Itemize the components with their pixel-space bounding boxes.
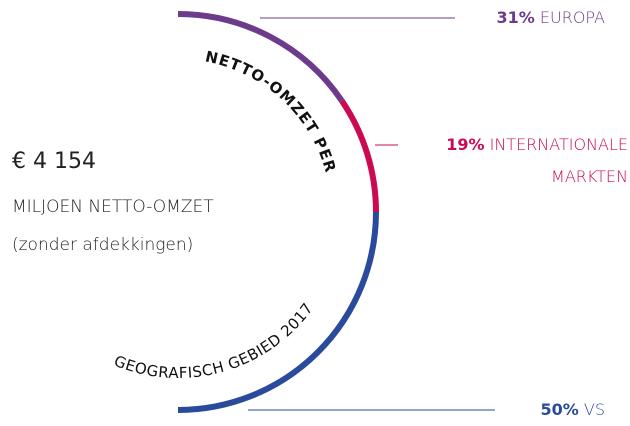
segment (177, 211, 379, 413)
segment-label: 19% INTERNATIONALE MARKTEN (393, 129, 628, 193)
value-label: 19% (446, 135, 485, 154)
total-value: € 4 154 (12, 149, 96, 174)
chart-title-path: NETTO-OMZET PER (204, 48, 339, 176)
segment (177, 11, 345, 103)
total-note: (zonder afdekkingen) (12, 235, 193, 255)
category-label: EUROPA (539, 8, 605, 27)
segment (339, 99, 379, 213)
value-label: 31% (496, 8, 535, 27)
segment-label: 31% EUROPA (497, 2, 606, 34)
value-label: 50% (540, 400, 579, 419)
chart-title: NETTO-OMZET PER (204, 48, 340, 176)
segment-label: 50% VS (541, 394, 606, 426)
total-caption: MILJOEN NETTO-OMZET (12, 197, 214, 217)
chart-subtitle: GEOGRAFISCH GEBIED 2017 (112, 299, 317, 382)
category-label: VS (583, 400, 605, 419)
category-label: INTERNATIONALE MARKTEN (489, 135, 628, 186)
chart-subtitle-path: GEOGRAFISCH GEBIED 2017 (112, 299, 317, 382)
